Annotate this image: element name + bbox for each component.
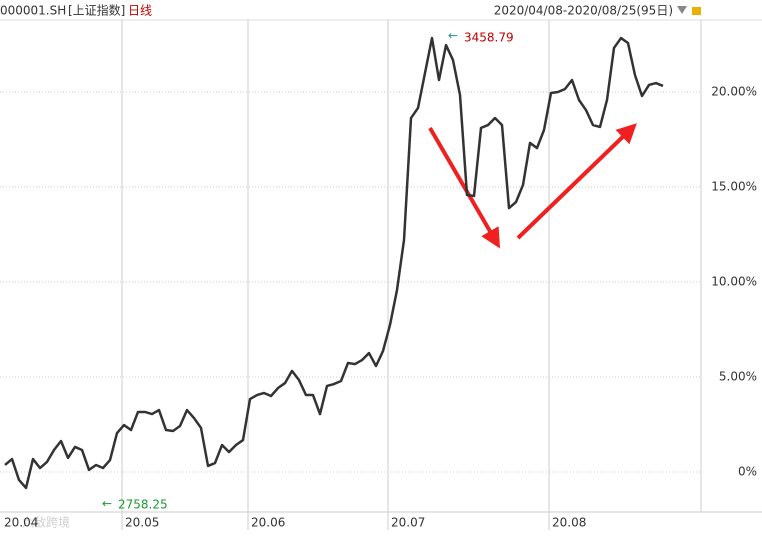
x-tick-label: 20.06 (251, 516, 285, 530)
price-line (4, 36, 664, 490)
min-arrow: ← (102, 497, 112, 511)
code: 000001.SH (0, 4, 66, 18)
watermark: 六敌跨境 (22, 515, 70, 530)
date-range: 2020/04/08-2020/08/25(95日) (494, 4, 673, 18)
x-tick-label: 20.05 (125, 516, 159, 530)
y-tick-label: 15.00% (711, 180, 757, 194)
min-label: 2758.25 (118, 498, 168, 512)
arrow-down (428, 126, 501, 249)
lock-icon[interactable] (692, 7, 701, 15)
x-tick-label: 20.04 (4, 516, 38, 530)
max-arrow: ← (448, 29, 458, 43)
y-tick-label: 5.00% (719, 370, 757, 384)
dropdown-icon[interactable] (677, 6, 687, 14)
index-name: [上证指数] (68, 3, 125, 18)
y-tick-label: 20.00% (711, 85, 757, 99)
y-tick-label: 10.00% (711, 275, 757, 289)
arrow-up (516, 123, 637, 240)
x-tick-label: 20.07 (391, 516, 425, 530)
x-tick-label: 20.08 (552, 516, 586, 530)
max-label: 3458.79 (464, 31, 514, 45)
period: 日线 (128, 4, 152, 18)
y-tick-label: 0% (738, 465, 757, 479)
